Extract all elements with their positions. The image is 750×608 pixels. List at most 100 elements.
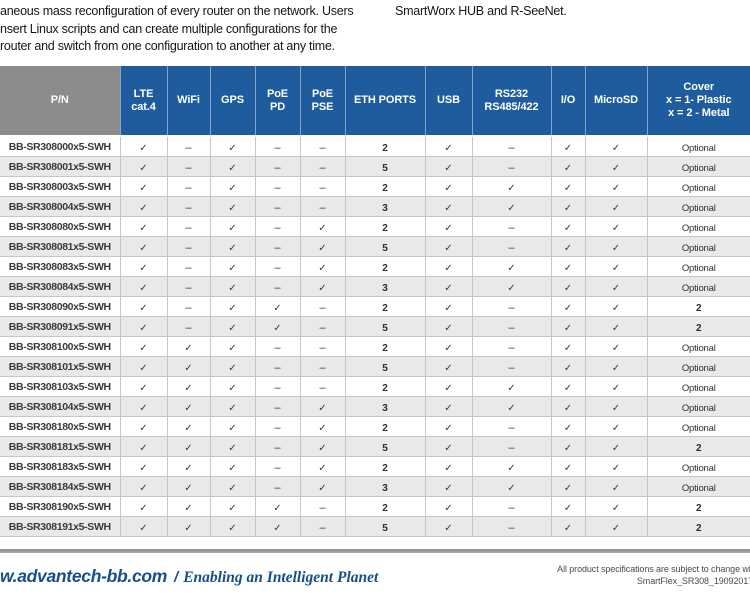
spec-cell: – bbox=[254, 236, 301, 257]
spec-cell: ✓ bbox=[209, 156, 256, 177]
spec-cell: ✓ bbox=[209, 216, 256, 237]
check-icon: ✓ bbox=[444, 322, 453, 334]
spec-cell: – bbox=[471, 496, 552, 517]
spec-cell: 5 bbox=[344, 356, 426, 377]
spec-cell: ✓ bbox=[209, 496, 256, 517]
part-number-cell: BB-SR308003x5-SWH bbox=[0, 176, 121, 197]
dash-icon: – bbox=[274, 141, 281, 154]
part-number-cell: BB-SR308001x5-SWH bbox=[0, 156, 121, 177]
spec-cell: – bbox=[254, 156, 301, 177]
dash-icon: – bbox=[508, 341, 515, 354]
part-number-cell: BB-SR308080x5-SWH bbox=[0, 216, 121, 237]
cell-value: 5 bbox=[382, 322, 388, 334]
spec-cell: ✓ bbox=[166, 396, 211, 417]
cell-value: 5 bbox=[382, 442, 388, 454]
spec-cell: – bbox=[299, 376, 346, 397]
footer-legal: All product specifications are subject t… bbox=[557, 563, 750, 587]
spec-cell: ✓ bbox=[550, 436, 586, 457]
check-icon: ✓ bbox=[507, 282, 516, 294]
check-icon: ✓ bbox=[184, 342, 193, 354]
spec-cell: – bbox=[471, 135, 552, 157]
table-row: BB-SR308104x5-SWH ✓ ✓ ✓ – ✓ 3 ✓ ✓ ✓ ✓ Optional bbox=[0, 396, 750, 417]
spec-cell: ✓ bbox=[550, 156, 586, 177]
check-icon: ✓ bbox=[611, 162, 621, 174]
spec-cell: ✓ bbox=[584, 396, 648, 417]
check-icon: ✓ bbox=[444, 442, 453, 454]
check-icon: ✓ bbox=[139, 442, 148, 454]
spec-cell: ✓ bbox=[166, 476, 211, 497]
check-icon: ✓ bbox=[563, 282, 573, 294]
spec-cell: – bbox=[166, 236, 211, 257]
spec-cell: Optional bbox=[646, 216, 750, 237]
spec-cell: ✓ bbox=[471, 256, 552, 277]
check-icon: ✓ bbox=[139, 422, 148, 434]
cell-value: 3 bbox=[382, 282, 388, 294]
table-row: BB-SR308003x5-SWH ✓ – ✓ – – 2 ✓ ✓ ✓ ✓ Optional bbox=[0, 176, 750, 197]
check-icon: ✓ bbox=[611, 302, 621, 314]
spec-cell: – bbox=[299, 496, 346, 517]
check-icon: ✓ bbox=[184, 402, 193, 414]
spec-cell: 3 bbox=[344, 276, 426, 297]
spec-cell: – bbox=[471, 336, 552, 357]
spec-cell: ✓ bbox=[424, 196, 473, 217]
check-icon: ✓ bbox=[507, 482, 516, 494]
cell-value: 3 bbox=[382, 202, 388, 214]
check-icon: ✓ bbox=[563, 442, 573, 454]
part-number-cell: BB-SR308090x5-SWH bbox=[0, 296, 121, 317]
spec-cell: Optional bbox=[646, 236, 750, 257]
spec-cell: ✓ bbox=[550, 236, 586, 257]
spec-cell: ✓ bbox=[299, 476, 346, 497]
spec-cell: ✓ bbox=[119, 316, 168, 337]
cell-value: Optional bbox=[681, 182, 716, 194]
spec-cell: – bbox=[166, 256, 211, 277]
spec-cell: ✓ bbox=[166, 436, 211, 457]
spec-cell: ✓ bbox=[584, 256, 648, 277]
spec-cell: 2 bbox=[646, 296, 750, 317]
table-row: BB-SR308183x5-SWH ✓ ✓ ✓ – ✓ 2 ✓ ✓ ✓ ✓ Optional bbox=[0, 456, 750, 477]
header-gps: GPS bbox=[209, 66, 255, 137]
spec-cell: ✓ bbox=[209, 336, 256, 357]
cell-value: Optional bbox=[681, 402, 716, 414]
spec-cell: Optional bbox=[646, 456, 750, 477]
check-icon: ✓ bbox=[611, 222, 621, 234]
footer-tagline: Enabling an Intelligent Planet bbox=[183, 569, 379, 586]
dash-icon: – bbox=[508, 161, 515, 174]
spec-cell: Optional bbox=[646, 256, 750, 277]
check-icon: ✓ bbox=[563, 502, 573, 514]
spec-cell: ✓ bbox=[471, 196, 552, 217]
check-icon: ✓ bbox=[184, 422, 193, 434]
spec-cell: ✓ bbox=[119, 256, 168, 277]
spec-cell: 5 bbox=[344, 436, 426, 457]
spec-cell: 5 bbox=[344, 516, 426, 537]
spec-cell: ✓ bbox=[119, 496, 168, 517]
spec-cell: ✓ bbox=[209, 456, 256, 477]
cell-value: 2 bbox=[382, 422, 388, 434]
spec-cell: ✓ bbox=[424, 336, 473, 357]
part-number-cell: BB-SR308000x5-SWH bbox=[0, 135, 121, 157]
dash-icon: – bbox=[319, 361, 326, 374]
header-wifi: WiFi bbox=[166, 66, 210, 137]
check-icon: ✓ bbox=[444, 242, 453, 254]
spec-cell: ✓ bbox=[424, 456, 473, 477]
spec-cell: – bbox=[471, 156, 552, 177]
spec-cell: ✓ bbox=[209, 476, 256, 497]
spec-cell: 2 bbox=[344, 135, 426, 157]
cell-value: 3 bbox=[382, 402, 388, 414]
check-icon: ✓ bbox=[444, 262, 453, 274]
dash-icon: – bbox=[274, 181, 281, 194]
check-icon: ✓ bbox=[318, 282, 327, 294]
cell-value: 2 bbox=[382, 302, 388, 314]
check-icon: ✓ bbox=[563, 402, 573, 414]
spec-cell: ✓ bbox=[550, 276, 586, 297]
spec-cell: ✓ bbox=[209, 296, 256, 317]
check-icon: ✓ bbox=[318, 442, 327, 454]
table-row: BB-SR308100x5-SWH ✓ ✓ ✓ – – 2 ✓ – ✓ ✓ Optional bbox=[0, 336, 750, 357]
cell-value: 2 bbox=[382, 382, 388, 394]
header-cover: Cover x = 1- Plastic x = 2 - Metal bbox=[646, 66, 750, 137]
check-icon: ✓ bbox=[444, 342, 453, 354]
spec-cell: Optional bbox=[646, 336, 750, 357]
check-icon: ✓ bbox=[563, 482, 573, 494]
check-icon: ✓ bbox=[507, 182, 516, 194]
website-link[interactable]: w.advantech-bb.com bbox=[0, 566, 168, 586]
spec-cell: – bbox=[471, 356, 552, 377]
